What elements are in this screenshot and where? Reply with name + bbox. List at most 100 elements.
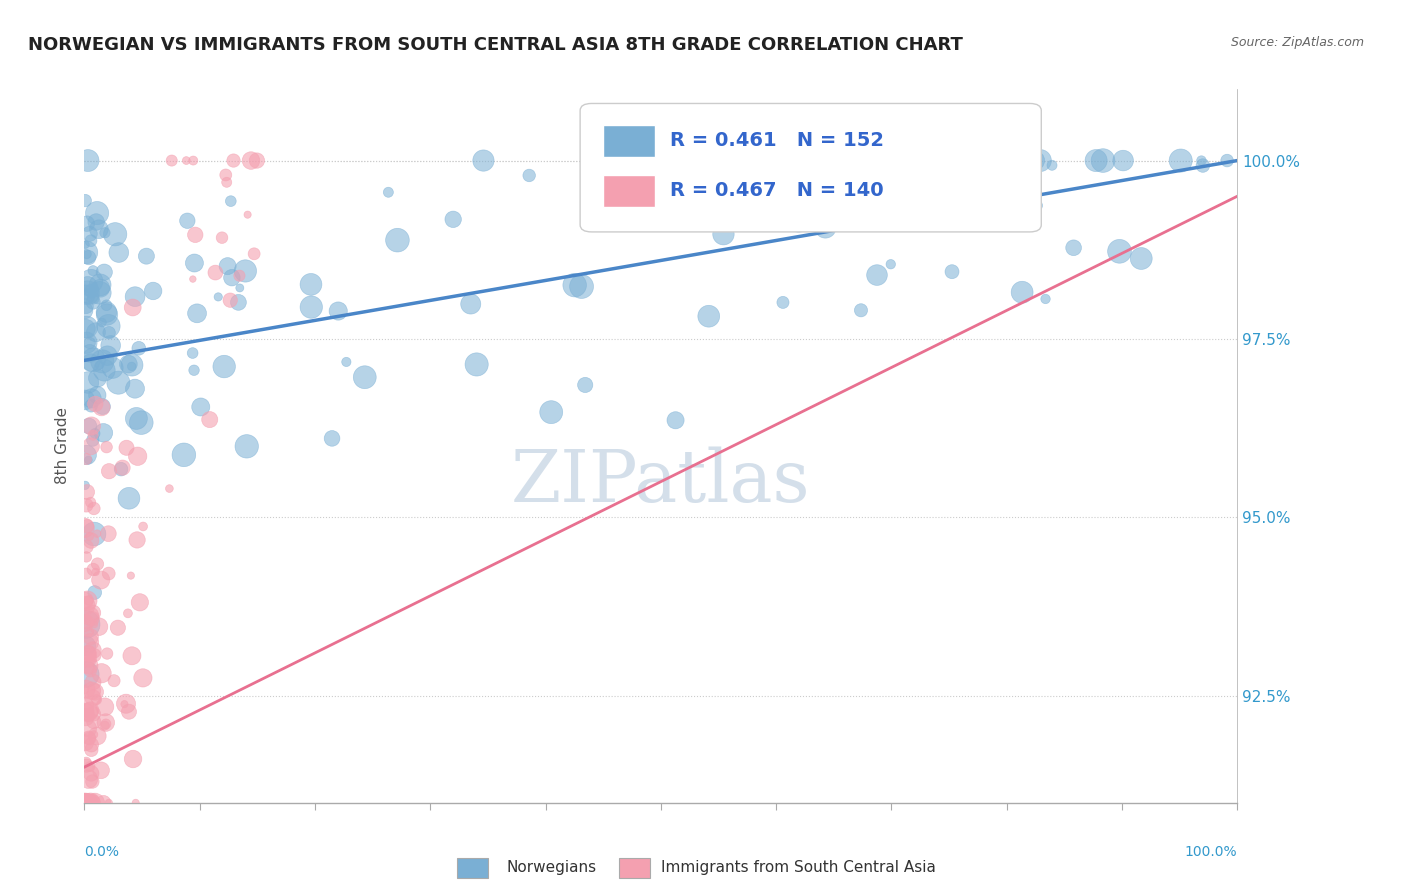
Point	[87, 222, 110, 236]
Point	[79, 529, 101, 543]
Point	[96, 440, 118, 454]
Point	[96, 308, 118, 322]
Point	[86, 371, 108, 385]
Point	[73, 303, 96, 318]
Point	[1216, 153, 1239, 168]
Point	[75, 615, 97, 629]
Point	[121, 358, 143, 372]
Point	[76, 540, 98, 554]
Point	[75, 796, 97, 810]
Text: ZIPatlas: ZIPatlas	[510, 446, 811, 517]
Point	[181, 346, 204, 360]
Point	[211, 230, 233, 244]
Point	[75, 285, 97, 299]
Point	[186, 306, 208, 320]
Point	[107, 621, 129, 635]
Point	[76, 796, 98, 810]
Text: R = 0.467   N = 140: R = 0.467 N = 140	[671, 181, 883, 200]
Point	[90, 666, 112, 681]
Point	[77, 624, 100, 639]
Point	[328, 304, 350, 318]
Point	[184, 227, 207, 242]
Point	[135, 249, 157, 263]
Point	[1092, 153, 1115, 168]
Point	[125, 411, 148, 425]
Point	[79, 227, 101, 241]
Point	[132, 671, 155, 685]
Point	[73, 521, 96, 535]
Point	[215, 175, 238, 189]
Text: Immigrants from South Central Asia: Immigrants from South Central Asia	[661, 860, 936, 874]
Point	[94, 226, 117, 240]
Text: Source: ZipAtlas.com: Source: ZipAtlas.com	[1230, 36, 1364, 49]
Point	[79, 346, 101, 360]
Point	[772, 295, 794, 310]
Point	[176, 153, 198, 168]
Point	[96, 298, 118, 312]
Point	[117, 357, 139, 371]
Point	[77, 722, 100, 736]
Point	[834, 153, 856, 168]
Point	[84, 565, 107, 579]
Point	[127, 449, 149, 463]
Point	[86, 526, 108, 541]
Point	[75, 452, 97, 467]
Point	[94, 718, 117, 732]
Point	[335, 355, 357, 369]
Point	[117, 607, 139, 621]
Point	[77, 705, 100, 719]
Point	[636, 199, 658, 213]
Point	[204, 266, 226, 280]
Point	[832, 161, 855, 176]
Point	[235, 264, 257, 278]
Point	[93, 425, 115, 440]
Point	[540, 405, 562, 419]
Point	[82, 675, 104, 690]
Point	[219, 293, 242, 308]
Point	[83, 617, 105, 632]
Point	[80, 796, 103, 810]
Point	[75, 549, 97, 564]
Point	[79, 759, 101, 773]
Point	[89, 277, 111, 292]
Point	[93, 363, 115, 377]
Point	[236, 208, 259, 222]
Point	[160, 153, 183, 168]
Point	[80, 766, 103, 780]
Point	[77, 660, 100, 674]
Point	[75, 599, 97, 613]
Point	[869, 171, 891, 186]
Y-axis label: 8th Grade: 8th Grade	[55, 408, 70, 484]
Point	[1130, 252, 1153, 266]
Point	[75, 335, 97, 350]
Point	[981, 153, 1004, 168]
Text: 0.0%: 0.0%	[84, 845, 120, 859]
Point	[89, 285, 111, 300]
FancyBboxPatch shape	[603, 125, 655, 157]
Point	[73, 593, 96, 607]
Point	[77, 647, 100, 661]
Point	[79, 796, 101, 810]
Point	[93, 796, 115, 810]
Point	[79, 664, 101, 678]
Point	[104, 227, 127, 242]
Point	[181, 153, 204, 168]
Point	[76, 651, 98, 665]
Point	[80, 612, 103, 626]
Point	[90, 401, 112, 415]
Point	[100, 338, 122, 352]
Point	[83, 714, 105, 729]
Point	[664, 413, 686, 427]
Point	[76, 448, 98, 462]
Point	[866, 268, 889, 282]
Point	[79, 731, 101, 746]
Text: Norwegians: Norwegians	[506, 860, 596, 874]
Point	[91, 316, 114, 330]
Point	[73, 392, 96, 407]
Point	[115, 697, 138, 711]
Point	[1011, 285, 1033, 300]
Text: R = 0.461   N = 152: R = 0.461 N = 152	[671, 131, 884, 150]
Point	[1085, 153, 1108, 168]
Point	[82, 706, 104, 721]
Point	[73, 796, 96, 810]
